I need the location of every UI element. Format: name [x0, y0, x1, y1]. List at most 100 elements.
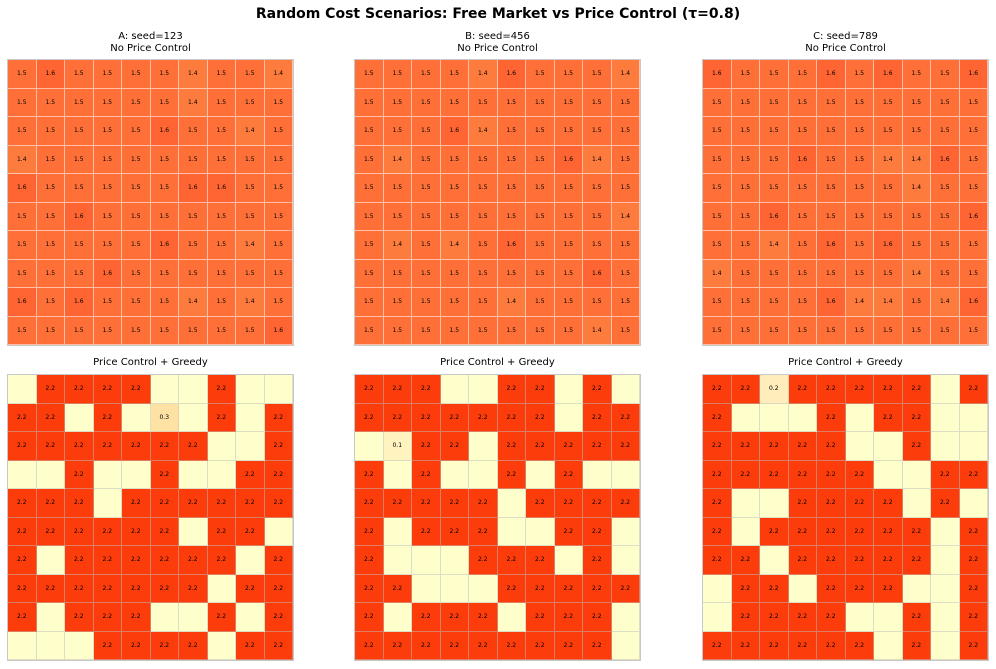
heatmap-cell: 2.2	[788, 603, 817, 632]
heatmap-cell: 2.2	[731, 603, 760, 632]
heatmap-cell: 1.5	[469, 288, 498, 317]
heatmap-cell	[207, 432, 236, 461]
heatmap-cell	[611, 631, 640, 660]
heatmap-cell: 1.5	[469, 316, 498, 345]
heatmap-cell: 1.5	[65, 316, 94, 345]
heatmap-cell: 1.4	[902, 259, 931, 288]
heatmap-cell: 1.5	[264, 88, 293, 117]
heatmap-cell: 2.2	[526, 375, 555, 404]
heatmap-cell: 1.5	[469, 259, 498, 288]
heatmap-cell	[788, 574, 817, 603]
heatmap-cell: 1.4	[497, 288, 526, 317]
heatmap-cell: 1.5	[264, 288, 293, 317]
heatmap-cell: 1.5	[611, 174, 640, 203]
heatmap-cell	[8, 460, 37, 489]
heatmap-cell: 2.2	[874, 546, 903, 575]
heatmap-cell	[383, 603, 412, 632]
heatmap-cell: 1.5	[355, 288, 384, 317]
heatmap-cell: 2.2	[236, 460, 265, 489]
heatmap-cell: 1.5	[65, 259, 94, 288]
heatmap-cell	[36, 460, 65, 489]
heatmap-cell: 2.2	[526, 603, 555, 632]
panel-b-pc-title: Price Control + Greedy	[440, 357, 555, 368]
heatmap-cell: 1.5	[179, 259, 208, 288]
heatmap-cell: 1.5	[93, 231, 122, 260]
heatmap-cell	[554, 375, 583, 404]
heatmap-cell: 1.5	[583, 174, 612, 203]
heatmap-cell: 1.5	[703, 174, 732, 203]
heatmap-cell: 1.5	[703, 88, 732, 117]
heatmap-cell: 1.4	[611, 60, 640, 89]
heatmap-cell: 1.5	[93, 60, 122, 89]
heatmap-cell: 1.5	[526, 145, 555, 174]
heatmap-cell: 2.2	[412, 517, 441, 546]
heatmap-cell: 2.2	[731, 432, 760, 461]
heatmap-cell: 2.2	[526, 489, 555, 518]
heatmap-cell: 2.2	[264, 574, 293, 603]
heatmap-cell: 2.2	[874, 517, 903, 546]
heatmap-cell: 1.6	[93, 259, 122, 288]
heatmap-b-free-market: 1.5 1.5 1.5 1.5 1.4 1.6 1.5 1.5 1.5 1.4 1.5 1.5 1.5 1…	[354, 59, 641, 346]
heatmap-cell: 1.5	[497, 145, 526, 174]
heatmap-cell: 1.5	[469, 174, 498, 203]
heatmap-cell	[236, 432, 265, 461]
heatmap-cell	[959, 403, 988, 432]
heatmap-cell: 2.2	[236, 574, 265, 603]
heatmap-cell: 2.2	[788, 546, 817, 575]
heatmap-cell	[703, 574, 732, 603]
heatmap-cell: 1.5	[874, 117, 903, 146]
heatmap-cell: 1.5	[731, 174, 760, 203]
heatmap-cell: 2.2	[122, 631, 151, 660]
heatmap-cell	[122, 460, 151, 489]
heatmap-cell: 1.5	[207, 60, 236, 89]
heatmap-cell: 2.2	[554, 603, 583, 632]
heatmap-cell: 1.5	[36, 231, 65, 260]
heatmap-cell: 1.5	[65, 145, 94, 174]
heatmap-cell: 1.5	[788, 259, 817, 288]
heatmap-cell: 1.6	[583, 259, 612, 288]
heatmap-cell: 1.6	[760, 202, 789, 231]
heatmap-cell: 1.5	[440, 145, 469, 174]
heatmap-cell: 1.5	[788, 117, 817, 146]
heatmap-cell: 1.6	[440, 117, 469, 146]
heatmap-cell: 1.6	[931, 145, 960, 174]
heatmap-cell: 1.4	[874, 145, 903, 174]
heatmap-cell: 2.2	[583, 517, 612, 546]
heatmap-cell: 2.2	[150, 432, 179, 461]
heatmap-cell	[440, 574, 469, 603]
heatmap-cell	[611, 460, 640, 489]
heatmap-cell: 1.5	[731, 88, 760, 117]
heatmap-cell: 1.5	[122, 288, 151, 317]
heatmap-cell: 1.5	[760, 288, 789, 317]
heatmap-cell: 2.2	[817, 432, 846, 461]
heatmap-cell: 1.6	[65, 288, 94, 317]
heatmap-cell: 1.5	[845, 174, 874, 203]
heatmap-cell: 1.4	[8, 145, 37, 174]
heatmap-cell: 1.5	[611, 117, 640, 146]
heatmap-cell: 2.2	[264, 603, 293, 632]
heatmap-cell: 1.5	[355, 174, 384, 203]
heatmap-cell: 2.2	[931, 460, 960, 489]
heatmap-cell: 1.5	[412, 316, 441, 345]
heatmap-cell: 1.6	[150, 117, 179, 146]
heatmap-cell	[440, 375, 469, 404]
heatmap-cell: 2.2	[383, 375, 412, 404]
heatmap-cell: 1.5	[36, 88, 65, 117]
heatmap-cell: 1.5	[412, 288, 441, 317]
heatmap-cell: 1.5	[583, 288, 612, 317]
heatmap-cell: 2.2	[554, 489, 583, 518]
heatmap-cell: 0.1	[383, 432, 412, 461]
heatmap-cell: 2.2	[554, 574, 583, 603]
heatmap-cell	[150, 375, 179, 404]
heatmap-cell: 1.5	[788, 231, 817, 260]
heatmap-cell: 1.5	[583, 117, 612, 146]
heatmap-cell: 1.5	[497, 202, 526, 231]
heatmap-cell: 2.2	[179, 574, 208, 603]
heatmap-cell: 1.6	[65, 202, 94, 231]
heatmap-cell	[959, 432, 988, 461]
heatmap-cell: 1.6	[959, 202, 988, 231]
heatmap-cell: 1.5	[236, 88, 265, 117]
heatmap-cell: 2.2	[902, 432, 931, 461]
heatmap-cell: 2.2	[440, 403, 469, 432]
heatmap-cell: 1.5	[440, 288, 469, 317]
